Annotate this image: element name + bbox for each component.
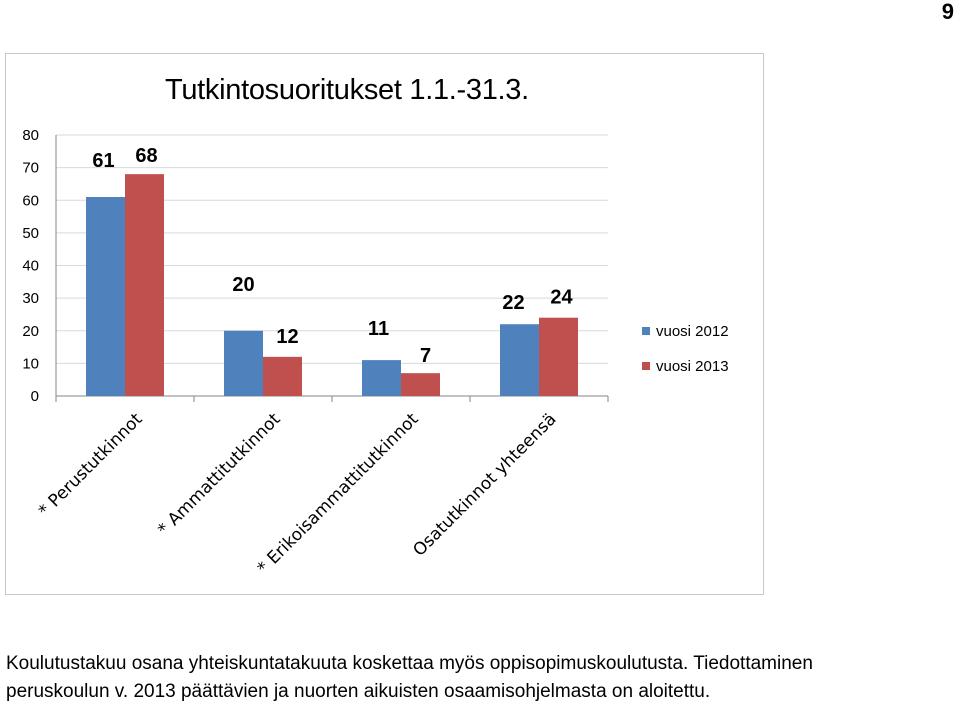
x-tick-label: * Erikoisammattitutkinnot xyxy=(254,409,423,578)
y-tick-label: 20 xyxy=(22,323,39,340)
legend-swatch xyxy=(642,327,650,335)
data-label: 61 xyxy=(92,150,114,172)
caption: Koulutustakuu osana yhteiskuntatakuuta k… xyxy=(6,650,956,706)
y-tick-label: 70 xyxy=(22,160,39,177)
legend-swatch xyxy=(642,362,650,370)
y-tick-label: 80 xyxy=(22,127,39,144)
y-tick-label: 40 xyxy=(22,258,39,275)
bar xyxy=(539,317,578,396)
data-label: 20 xyxy=(232,274,254,296)
data-label: 7 xyxy=(420,345,431,367)
y-tick-label: 50 xyxy=(22,225,39,242)
data-label: 12 xyxy=(276,326,298,348)
bar xyxy=(125,174,164,396)
chart-title: Tutkintosuoritukset 1.1.-31.3. xyxy=(165,74,529,106)
x-tick-label: * Perustutkinnot xyxy=(35,409,147,521)
bar xyxy=(401,373,440,396)
caption-line-2: peruskoulun v. 2013 päättävien ja nuorte… xyxy=(6,681,711,702)
caption-line-1: Koulutustakuu osana yhteiskuntatakuuta k… xyxy=(6,653,813,674)
bar xyxy=(362,360,401,396)
data-label: 68 xyxy=(135,145,157,167)
bar xyxy=(224,330,263,396)
data-label: 22 xyxy=(502,292,524,314)
bar xyxy=(86,196,125,396)
y-tick-label: 0 xyxy=(31,388,39,405)
data-label: 11 xyxy=(368,318,389,340)
bar xyxy=(500,324,539,396)
legend-label: vuosi 2012 xyxy=(656,323,729,340)
y-tick-label: 10 xyxy=(22,355,39,372)
y-tick-label: 30 xyxy=(22,290,39,307)
page-number: 9 xyxy=(941,0,954,24)
x-tick-label: * Ammattitutkinnot xyxy=(154,409,285,540)
x-tick-label: Osatutkinnot yhteensä xyxy=(409,409,560,560)
bar xyxy=(263,356,302,396)
y-tick-label: 60 xyxy=(22,192,39,209)
legend-label: vuosi 2013 xyxy=(656,358,729,375)
data-label: 24 xyxy=(550,287,573,309)
